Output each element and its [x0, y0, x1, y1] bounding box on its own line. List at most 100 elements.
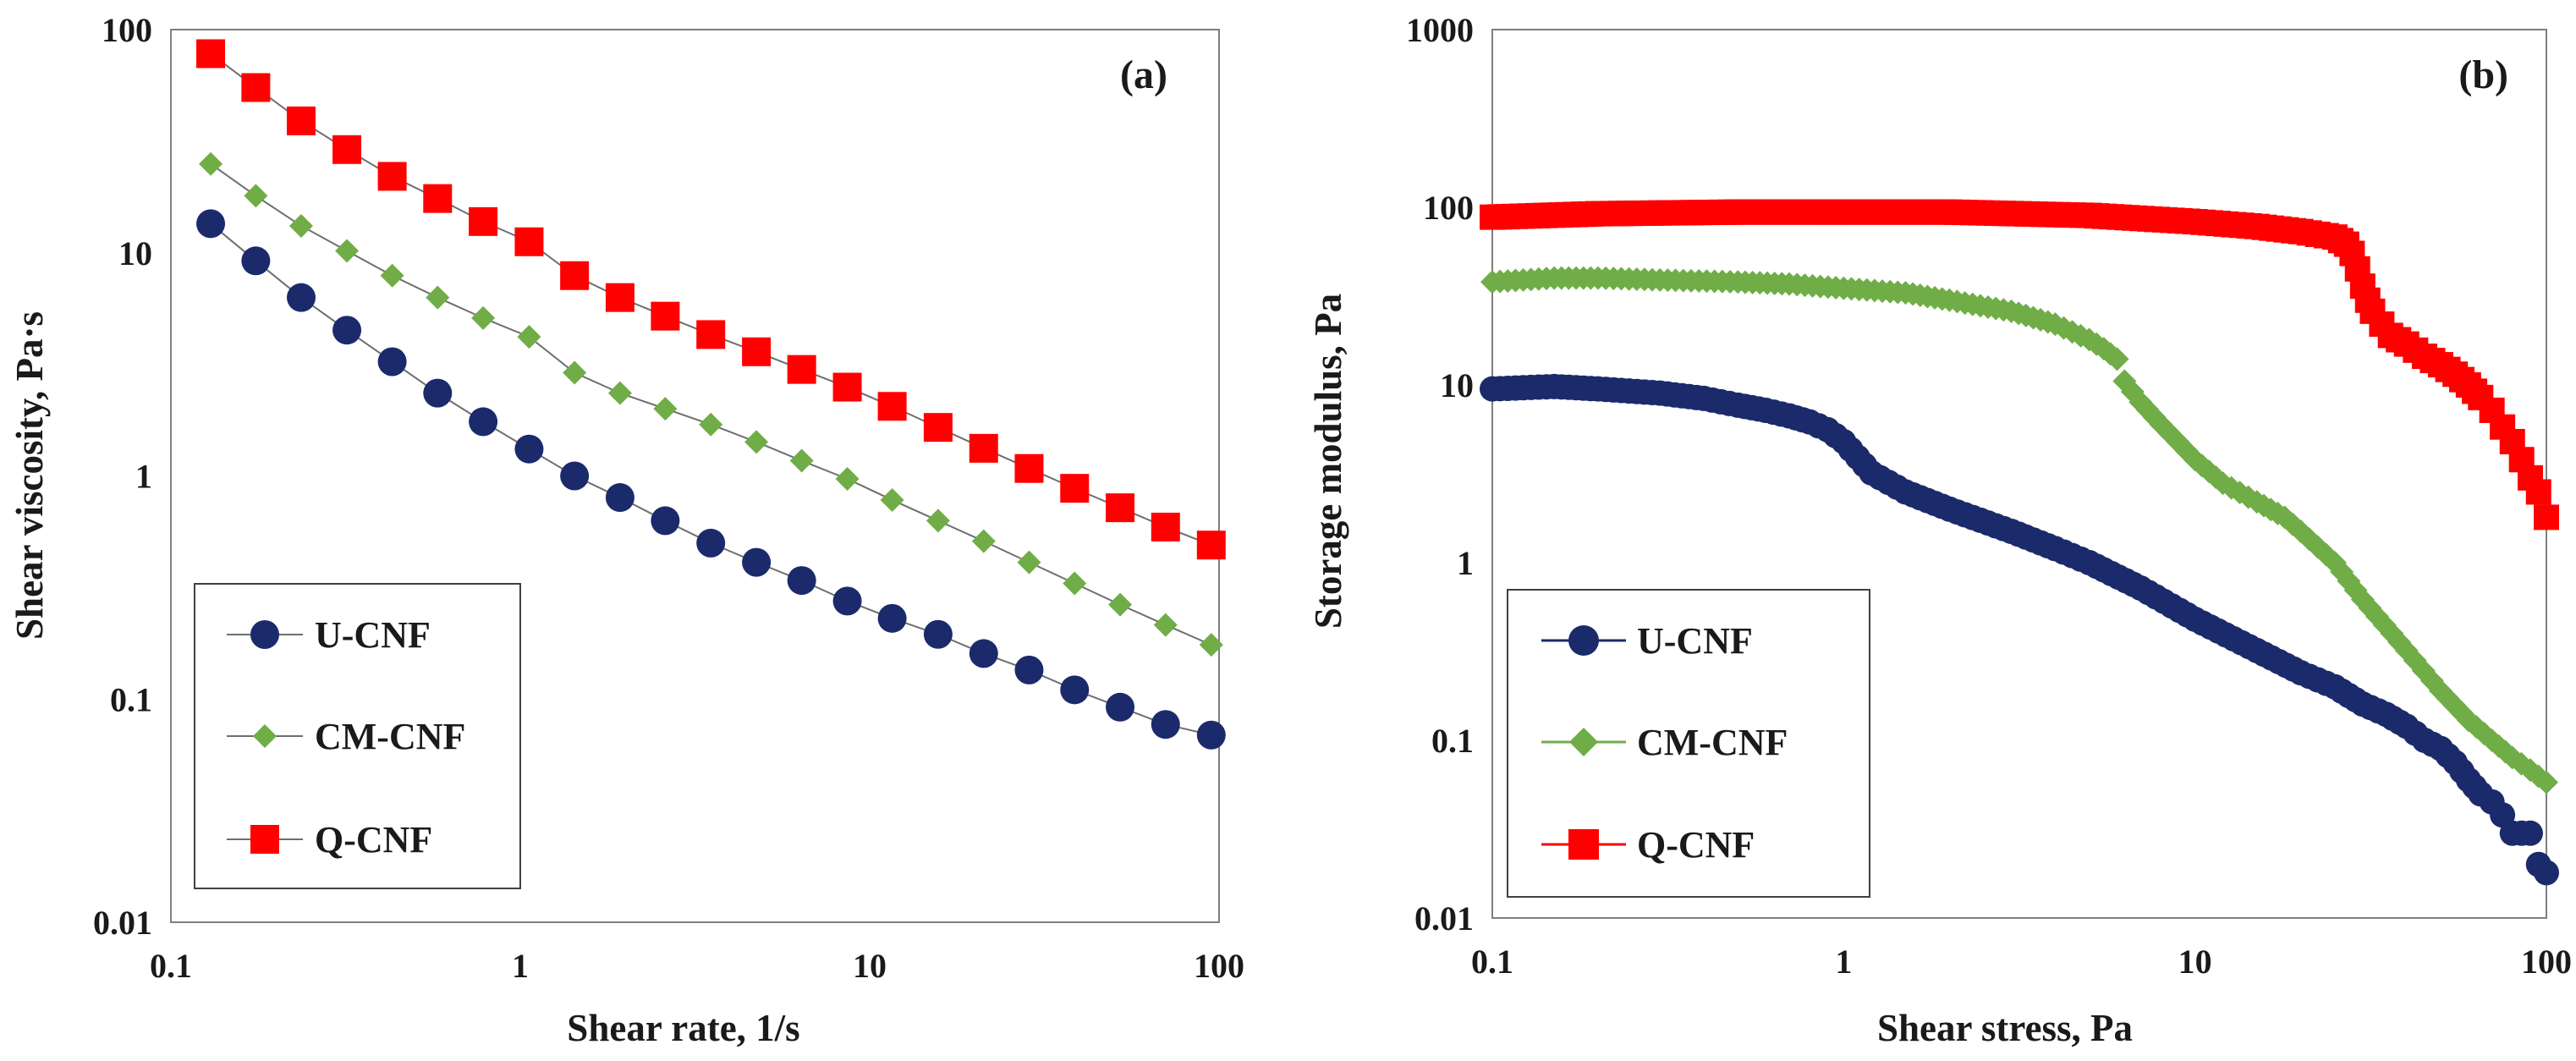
data-point: [699, 412, 723, 437]
data-point: [1153, 613, 1178, 637]
data-point: [332, 316, 362, 345]
data-point: [423, 378, 453, 408]
data-point: [742, 547, 772, 577]
data-point: [2105, 347, 2129, 371]
y-tick-label: 10: [118, 234, 152, 272]
legend-label: Q-CNF: [1637, 824, 1755, 866]
data-point: [651, 506, 680, 536]
data-point: [1063, 571, 1087, 596]
data-point: [787, 566, 816, 596]
x-tick-label: 1: [512, 947, 529, 985]
data-point: [377, 347, 407, 377]
plot-frame: [1491, 29, 2547, 919]
data-point: [1014, 655, 1044, 684]
data-point: [2525, 479, 2551, 505]
chart-a-legend: U-CNF CM-CNF Q-CNF: [194, 583, 521, 889]
data-point: [287, 283, 316, 312]
y-tick-label: 100: [102, 11, 152, 49]
data-point: [1151, 710, 1180, 739]
x-tick-label: 100: [2521, 943, 2572, 981]
data-point: [469, 206, 498, 236]
legend-marker-cm-cnf: [1569, 728, 1598, 756]
chart-a-ylabel: Shear viscosity, Pa·s: [8, 311, 51, 640]
legend-marker-u-cnf: [1568, 625, 1599, 656]
data-point: [1017, 550, 1041, 574]
data-point: [514, 434, 544, 464]
data-point: [560, 261, 590, 290]
legend-label: U-CNF: [315, 614, 431, 656]
data-point: [605, 283, 634, 312]
data-point: [426, 285, 450, 310]
data-point: [1199, 633, 1223, 657]
data-point: [1106, 493, 1135, 523]
chart-b-axes: 0.01 0.1 1 10 100 1000 0.1 1 10 100: [1406, 11, 2572, 981]
data-point: [787, 355, 816, 384]
data-point: [925, 509, 950, 533]
data-point: [877, 603, 907, 633]
x-tick-label: 10: [2178, 943, 2212, 981]
series-u-cnf: [1480, 373, 2559, 886]
data-point: [744, 430, 769, 454]
data-point: [971, 529, 996, 553]
chart-b-legend: U-CNF CM-CNF Q-CNF: [1507, 589, 1870, 898]
data-point: [651, 301, 680, 331]
data-point: [969, 639, 998, 668]
series-line: [210, 162, 1212, 646]
data-point: [2535, 770, 2558, 794]
data-point: [742, 337, 772, 366]
data-point: [1014, 454, 1044, 483]
data-point: [923, 413, 953, 443]
y-tick-label: 100: [1423, 189, 1474, 227]
data-point: [196, 39, 226, 69]
data-point: [832, 586, 862, 616]
data-point: [832, 372, 862, 402]
data-point: [653, 397, 678, 421]
data-point: [2517, 820, 2543, 846]
y-tick-label: 0.1: [1431, 722, 1474, 760]
legend-marker-cm-cnf: [253, 724, 277, 748]
data-point: [877, 392, 907, 421]
chart-a: 0.01 0.1 1 10 100 0.1 1 10 100 (a) Shear rate, 1…: [8, 11, 1244, 1049]
data-point: [969, 433, 998, 463]
data-point: [241, 73, 271, 102]
series-cm-cnf: [199, 151, 1223, 657]
data-point: [469, 407, 498, 437]
y-tick-label: 0.01: [1414, 899, 1474, 937]
data-point: [1196, 530, 1226, 560]
series-cm-cnf: [1480, 266, 2558, 794]
chart-a-panel-label: (a): [1120, 52, 1167, 97]
data-point: [560, 461, 590, 491]
plot-frame: [170, 29, 1220, 923]
data-point: [789, 448, 814, 473]
chart-b: 0.01 0.1 1 10 100 1000 0.1 1 10 100 (b) Shear str…: [1307, 11, 2572, 1049]
data-point: [1108, 592, 1133, 617]
data-point: [1060, 474, 1090, 503]
data-point: [289, 213, 314, 238]
data-point: [241, 246, 271, 276]
legend-label: U-CNF: [1637, 620, 1753, 662]
y-tick-label: 1: [1457, 544, 1474, 582]
data-point: [199, 151, 223, 176]
y-tick-label: 1: [135, 458, 152, 496]
legend-marker-q-cnf: [1568, 829, 1599, 860]
data-point: [923, 619, 953, 649]
data-point: [607, 381, 632, 405]
series-line: [210, 52, 1212, 547]
y-tick-label: 10: [1440, 366, 1474, 404]
data-point: [2149, 412, 2173, 437]
legend-marker-q-cnf: [250, 825, 279, 854]
series-q-cnf: [1480, 199, 2559, 530]
chart-a-series: [196, 39, 1226, 750]
y-tick-label: 0.1: [110, 680, 152, 718]
x-tick-label: 100: [1194, 947, 1244, 985]
data-point: [1151, 512, 1180, 541]
data-point: [287, 106, 316, 135]
data-point: [377, 162, 407, 191]
data-point: [517, 325, 541, 349]
chart-b-panel-label: (b): [2458, 52, 2508, 97]
y-tick-label: 0.01: [93, 904, 152, 942]
data-point: [696, 320, 726, 349]
data-point: [2534, 860, 2559, 886]
data-point: [332, 135, 362, 164]
